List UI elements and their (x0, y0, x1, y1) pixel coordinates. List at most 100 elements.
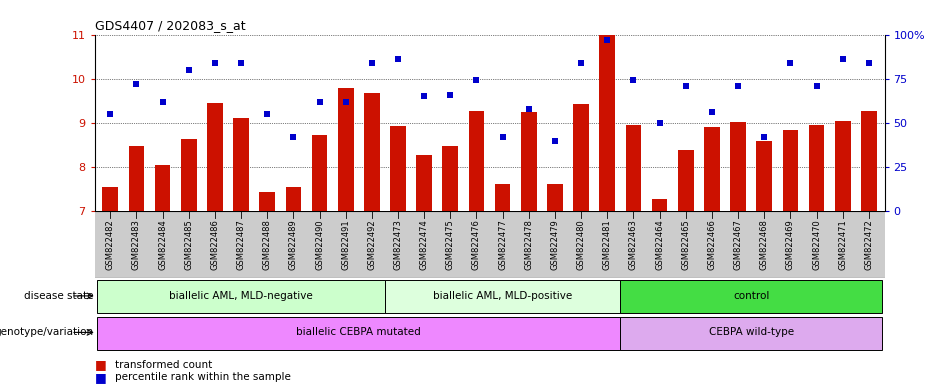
Point (129, 81, 144, 87)
Text: GSM822480: GSM822480 (577, 219, 586, 270)
Text: percentile rank within the sample: percentile rank within the sample (115, 372, 291, 382)
Point (103, 111, 118, 117)
Point (416, 93, 431, 99)
Text: GSM822477: GSM822477 (499, 219, 507, 270)
Text: GSM822488: GSM822488 (263, 219, 272, 270)
Text: GSM822481: GSM822481 (603, 219, 612, 270)
Bar (443, 146, 458, 211)
Bar (861, 111, 877, 211)
Point (286, 134, 301, 140)
Text: GSM822471: GSM822471 (838, 219, 848, 270)
Bar (97, 317, 621, 349)
Text: GSM822472: GSM822472 (865, 219, 873, 270)
Text: GSM822485: GSM822485 (184, 219, 193, 270)
Text: GSM822476: GSM822476 (472, 219, 481, 270)
Text: disease state: disease state (24, 291, 94, 301)
Bar (338, 88, 354, 211)
Text: ■: ■ (95, 358, 106, 371)
Point (705, 109, 720, 115)
Bar (678, 150, 693, 211)
Bar (390, 126, 406, 211)
Point (835, 56, 850, 62)
Point (782, 60, 797, 66)
Text: GSM822465: GSM822465 (681, 219, 691, 270)
Text: biallelic AML, MLD-negative: biallelic AML, MLD-negative (169, 291, 313, 301)
Point (678, 83, 693, 89)
Point (861, 60, 876, 66)
Text: GSM822492: GSM822492 (367, 219, 377, 270)
Text: GSM822469: GSM822469 (786, 219, 795, 270)
Bar (600, 35, 615, 211)
Bar (468, 111, 484, 211)
Point (207, 60, 222, 66)
Bar (207, 103, 222, 211)
Text: GSM822470: GSM822470 (812, 219, 821, 270)
Text: GSM822483: GSM822483 (131, 219, 141, 270)
Bar (757, 141, 772, 211)
Text: GDS4407 / 202083_s_at: GDS4407 / 202083_s_at (95, 19, 245, 32)
Bar (547, 184, 563, 211)
Point (364, 60, 379, 66)
Text: GSM822479: GSM822479 (551, 219, 559, 270)
Point (443, 91, 458, 98)
Text: GSM822489: GSM822489 (289, 219, 298, 270)
Text: GSM822482: GSM822482 (106, 219, 114, 270)
Text: GSM822464: GSM822464 (655, 219, 664, 270)
Point (626, 78, 641, 84)
Text: GSM822475: GSM822475 (446, 219, 455, 270)
Bar (652, 199, 668, 211)
Text: GSM822487: GSM822487 (236, 219, 246, 270)
Text: GSM822491: GSM822491 (342, 219, 350, 270)
Bar (621, 317, 882, 349)
Bar (782, 129, 798, 211)
Bar (181, 139, 197, 211)
Bar (809, 125, 824, 211)
Point (730, 83, 745, 89)
Bar (286, 187, 301, 211)
Text: GSM822466: GSM822466 (708, 219, 716, 270)
Point (469, 78, 484, 84)
Point (182, 67, 197, 73)
Bar (704, 127, 720, 211)
Bar (621, 280, 882, 313)
Point (652, 120, 667, 126)
Text: GSM822474: GSM822474 (420, 219, 429, 270)
Bar (97, 280, 385, 313)
Point (234, 60, 249, 66)
Text: ■: ■ (95, 371, 106, 384)
Point (338, 99, 353, 105)
Point (495, 134, 510, 140)
Text: CEBPA wild-type: CEBPA wild-type (709, 328, 794, 338)
Bar (834, 121, 850, 211)
Point (155, 99, 170, 105)
Text: GSM822478: GSM822478 (524, 219, 534, 270)
Point (312, 99, 327, 105)
Point (391, 56, 406, 62)
Text: GSM822473: GSM822473 (394, 219, 402, 270)
Bar (259, 192, 275, 211)
Text: biallelic CEBPA mutated: biallelic CEBPA mutated (296, 328, 421, 338)
Point (573, 60, 588, 66)
Point (259, 111, 274, 117)
Point (809, 83, 824, 89)
Bar (385, 280, 621, 313)
Bar (311, 135, 327, 211)
Point (521, 106, 536, 112)
Bar (129, 146, 145, 211)
Text: GSM822467: GSM822467 (733, 219, 743, 270)
Point (757, 134, 772, 140)
Bar (155, 165, 170, 211)
Point (600, 37, 615, 43)
Text: GSM822484: GSM822484 (158, 219, 167, 270)
Text: transformed count: transformed count (115, 360, 213, 370)
Text: GSM822490: GSM822490 (315, 219, 324, 270)
Bar (495, 184, 511, 211)
Bar (364, 93, 379, 211)
Text: GSM822463: GSM822463 (629, 219, 638, 270)
Text: control: control (733, 291, 769, 301)
Bar (521, 112, 536, 211)
Point (548, 137, 563, 144)
Bar (234, 118, 249, 211)
Bar (573, 104, 589, 211)
Bar (730, 122, 745, 211)
